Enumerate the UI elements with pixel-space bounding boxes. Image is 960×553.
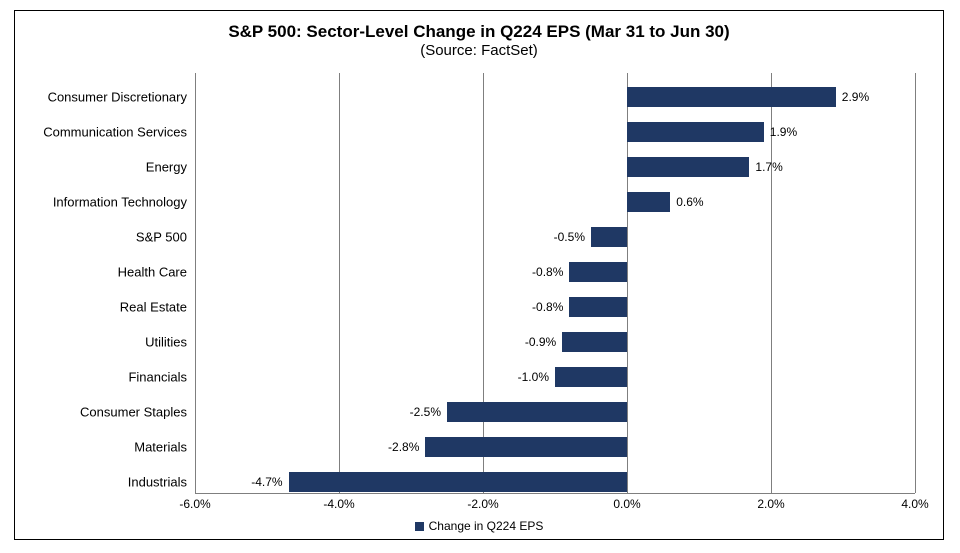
bar	[627, 157, 749, 177]
bar-value-label: -4.7%	[251, 475, 282, 489]
grid-line	[339, 73, 340, 493]
grid-line	[483, 73, 484, 493]
bar	[425, 437, 627, 457]
y-axis-label: Energy	[146, 160, 187, 175]
grid-line	[915, 73, 916, 493]
y-axis-label: Communication Services	[43, 125, 187, 140]
bar-value-label: 1.7%	[755, 160, 782, 174]
bar	[447, 402, 627, 422]
chart-legend: Change in Q224 EPS	[15, 518, 943, 533]
chart-title-block: S&P 500: Sector-Level Change in Q224 EPS…	[15, 11, 943, 61]
legend-label: Change in Q224 EPS	[429, 519, 544, 533]
chart-frame: S&P 500: Sector-Level Change in Q224 EPS…	[14, 10, 944, 540]
y-axis-label: Utilities	[145, 335, 187, 350]
bar	[591, 227, 627, 247]
y-axis-label: Consumer Staples	[80, 405, 187, 420]
y-axis-label: Consumer Discretionary	[48, 90, 187, 105]
y-axis-label: S&P 500	[136, 230, 187, 245]
bar	[627, 87, 836, 107]
bar-value-label: -0.5%	[554, 230, 585, 244]
bar-value-label: -1.0%	[518, 370, 549, 384]
bar-value-label: 2.9%	[842, 90, 869, 104]
x-tick-label: 4.0%	[901, 497, 928, 511]
x-tick-label: -2.0%	[467, 497, 498, 511]
bar	[555, 367, 627, 387]
grid-line	[195, 73, 196, 493]
y-axis-label: Industrials	[128, 475, 187, 490]
bar-value-label: -0.8%	[532, 300, 563, 314]
x-tick-label: 2.0%	[757, 497, 784, 511]
bar	[289, 472, 627, 492]
bar-value-label: -0.8%	[532, 265, 563, 279]
bar-value-label: 0.6%	[676, 195, 703, 209]
bar	[569, 262, 627, 282]
y-axis-label: Materials	[134, 440, 187, 455]
x-tick-label: -4.0%	[323, 497, 354, 511]
bar	[562, 332, 627, 352]
bar	[627, 192, 670, 212]
bar-value-label: 1.9%	[770, 125, 797, 139]
y-axis-label: Financials	[128, 370, 187, 385]
bar-value-label: -2.5%	[410, 405, 441, 419]
y-axis-label: Information Technology	[53, 195, 187, 210]
y-axis-label: Health Care	[118, 265, 187, 280]
bar	[569, 297, 627, 317]
bar-value-label: -0.9%	[525, 335, 556, 349]
x-tick-label: -6.0%	[179, 497, 210, 511]
chart-title: S&P 500: Sector-Level Change in Q224 EPS…	[15, 21, 943, 42]
x-axis-baseline	[195, 493, 915, 494]
bar	[627, 122, 764, 142]
bar-value-label: -2.8%	[388, 440, 419, 454]
chart-subtitle: (Source: FactSet)	[15, 42, 943, 61]
x-tick-label: 0.0%	[613, 497, 640, 511]
legend-swatch	[415, 522, 424, 531]
chart-plot-area: -6.0%-4.0%-2.0%0.0%2.0%4.0%Consumer Disc…	[195, 73, 915, 493]
y-axis-label: Real Estate	[120, 300, 187, 315]
